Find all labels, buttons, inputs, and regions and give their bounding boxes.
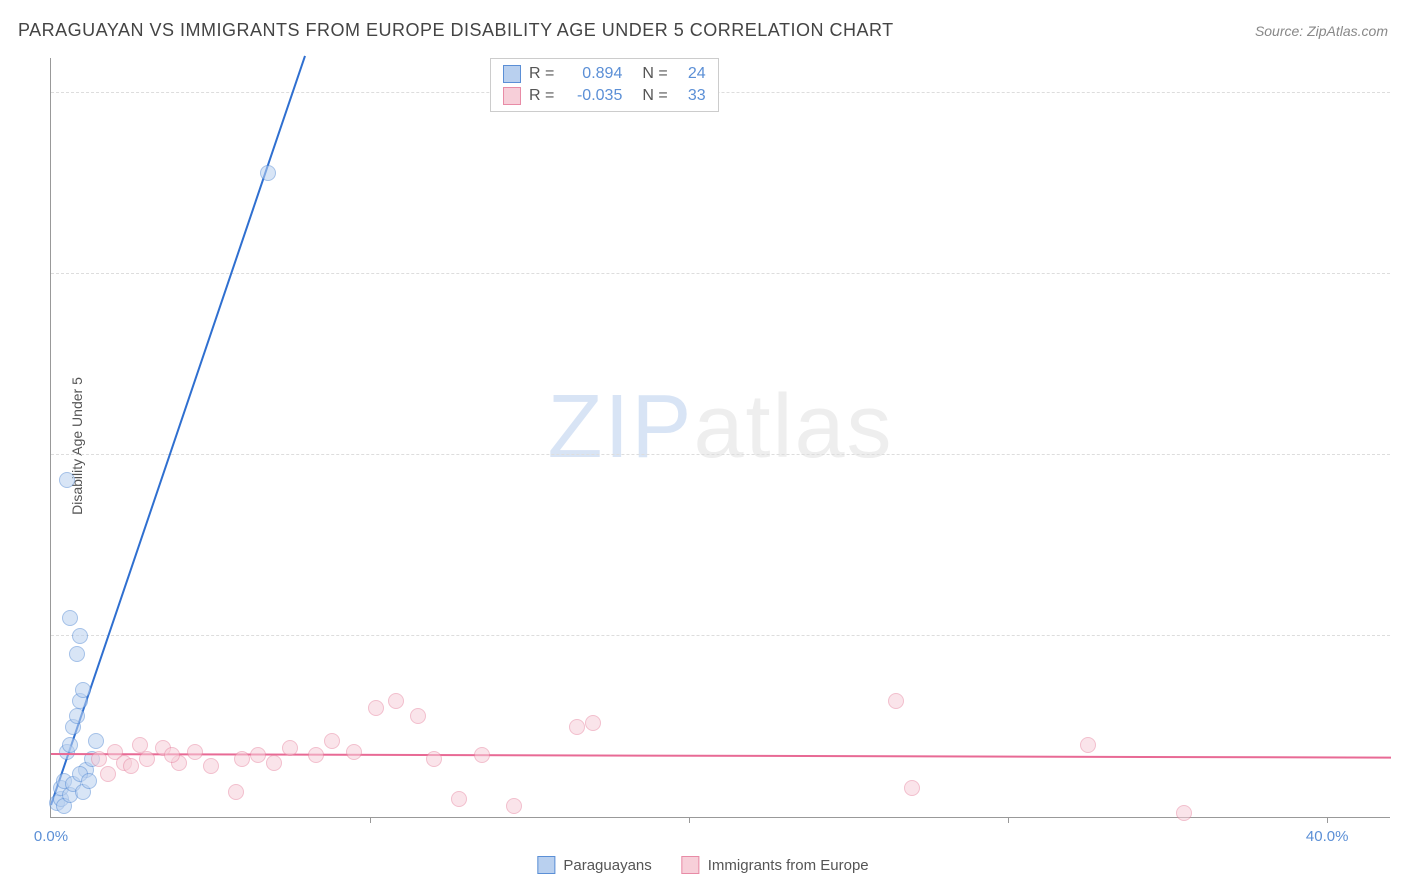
stats-swatch	[503, 65, 521, 83]
scatter-point	[164, 747, 180, 763]
stats-r-label: R =	[529, 65, 554, 83]
scatter-point	[234, 751, 250, 767]
scatter-point	[1176, 805, 1192, 821]
x-tick-mark	[1327, 817, 1328, 823]
chart-header: PARAGUAYAN VS IMMIGRANTS FROM EUROPE DIS…	[18, 20, 1388, 41]
source-label: Source: ZipAtlas.com	[1255, 23, 1388, 39]
gridline-horizontal	[51, 92, 1390, 93]
scatter-point	[228, 784, 244, 800]
watermark-zip: ZIP	[547, 377, 693, 477]
x-tick-mark	[689, 817, 690, 823]
scatter-point	[426, 751, 442, 767]
bottom-legend: Paraguayans Immigrants from Europe	[537, 856, 868, 874]
scatter-point	[346, 744, 362, 760]
x-tick-mark	[370, 817, 371, 823]
scatter-point	[100, 766, 116, 782]
watermark: ZIPatlas	[547, 376, 893, 479]
scatter-point	[59, 472, 75, 488]
legend-label: Immigrants from Europe	[708, 857, 869, 874]
scatter-point	[1080, 737, 1096, 753]
scatter-point	[282, 740, 298, 756]
gridline-horizontal	[51, 454, 1390, 455]
scatter-point	[139, 751, 155, 767]
scatter-point	[388, 693, 404, 709]
x-tick-label: 40.0%	[1306, 828, 1349, 845]
legend-swatch	[682, 856, 700, 874]
stats-r-value: -0.035	[562, 87, 622, 105]
scatter-point	[585, 715, 601, 731]
scatter-point	[203, 758, 219, 774]
scatter-point	[123, 758, 139, 774]
stats-swatch	[503, 87, 521, 105]
scatter-point	[187, 744, 203, 760]
stats-n-label: N =	[642, 87, 667, 105]
legend-item: Immigrants from Europe	[682, 856, 869, 874]
scatter-point	[368, 700, 384, 716]
stats-n-value: 24	[676, 65, 706, 83]
scatter-point	[69, 646, 85, 662]
x-tick-mark	[1008, 817, 1009, 823]
legend-swatch	[537, 856, 555, 874]
stats-n-value: 33	[676, 87, 706, 105]
scatter-point	[250, 747, 266, 763]
scatter-point	[888, 693, 904, 709]
gridline-horizontal	[51, 273, 1390, 274]
scatter-point	[474, 747, 490, 763]
y-tick-label: 5.0%	[1400, 611, 1406, 628]
scatter-point	[260, 165, 276, 181]
scatter-point	[569, 719, 585, 735]
scatter-point	[72, 628, 88, 644]
scatter-point	[324, 733, 340, 749]
scatter-point	[62, 610, 78, 626]
scatter-point	[91, 751, 107, 767]
watermark-atlas: atlas	[693, 377, 893, 477]
y-tick-label: 15.0%	[1400, 249, 1406, 266]
scatter-point	[88, 733, 104, 749]
scatter-point	[62, 737, 78, 753]
scatter-point	[410, 708, 426, 724]
gridline-horizontal	[51, 635, 1390, 636]
stats-row: R = -0.035 N = 33	[503, 85, 706, 107]
y-tick-label: 20.0%	[1400, 68, 1406, 85]
legend-label: Paraguayans	[563, 857, 651, 874]
scatter-point	[451, 791, 467, 807]
scatter-point	[69, 708, 85, 724]
scatter-point	[308, 747, 324, 763]
stats-n-label: N =	[642, 65, 667, 83]
legend-item: Paraguayans	[537, 856, 651, 874]
correlation-stats-box: R = 0.894 N = 24 R = -0.035 N = 33	[490, 58, 719, 112]
scatter-point	[81, 773, 97, 789]
chart-plot-area: ZIPatlas 5.0%10.0%15.0%20.0%0.0%40.0%	[50, 58, 1390, 818]
x-tick-label: 0.0%	[34, 828, 68, 845]
stats-r-value: 0.894	[562, 65, 622, 83]
scatter-point	[266, 755, 282, 771]
scatter-point	[75, 682, 91, 698]
chart-title: PARAGUAYAN VS IMMIGRANTS FROM EUROPE DIS…	[18, 20, 894, 41]
stats-r-label: R =	[529, 87, 554, 105]
stats-row: R = 0.894 N = 24	[503, 63, 706, 85]
y-tick-label: 10.0%	[1400, 430, 1406, 447]
scatter-point	[506, 798, 522, 814]
scatter-point	[904, 780, 920, 796]
